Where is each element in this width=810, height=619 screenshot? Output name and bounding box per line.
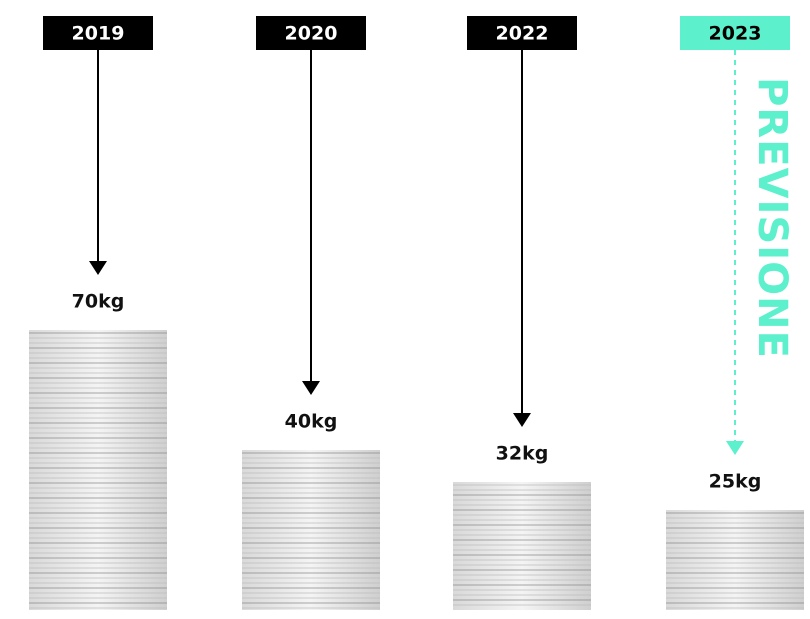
- arrow-head: [89, 261, 107, 275]
- category-label: 2023: [709, 23, 762, 45]
- arrow-head: [302, 381, 320, 395]
- arrow-head: [726, 441, 744, 455]
- category-label: 2019: [72, 23, 125, 45]
- label-box: [467, 16, 577, 50]
- arrow-head: [513, 413, 531, 427]
- annotation: PREVISIONE: [749, 77, 795, 359]
- value-label: 32kg: [496, 443, 549, 465]
- value-label: 40kg: [285, 411, 338, 433]
- label-box: [680, 16, 790, 50]
- category-label: 2020: [285, 23, 338, 45]
- paper-stack: [453, 482, 591, 610]
- paper-stack: [242, 450, 380, 610]
- label-box: [256, 16, 366, 50]
- paper-stack: [666, 510, 804, 610]
- value-label: 25kg: [709, 471, 762, 493]
- category-label: 2022: [496, 23, 549, 45]
- value-label: 70kg: [72, 291, 125, 313]
- label-box: [43, 16, 153, 50]
